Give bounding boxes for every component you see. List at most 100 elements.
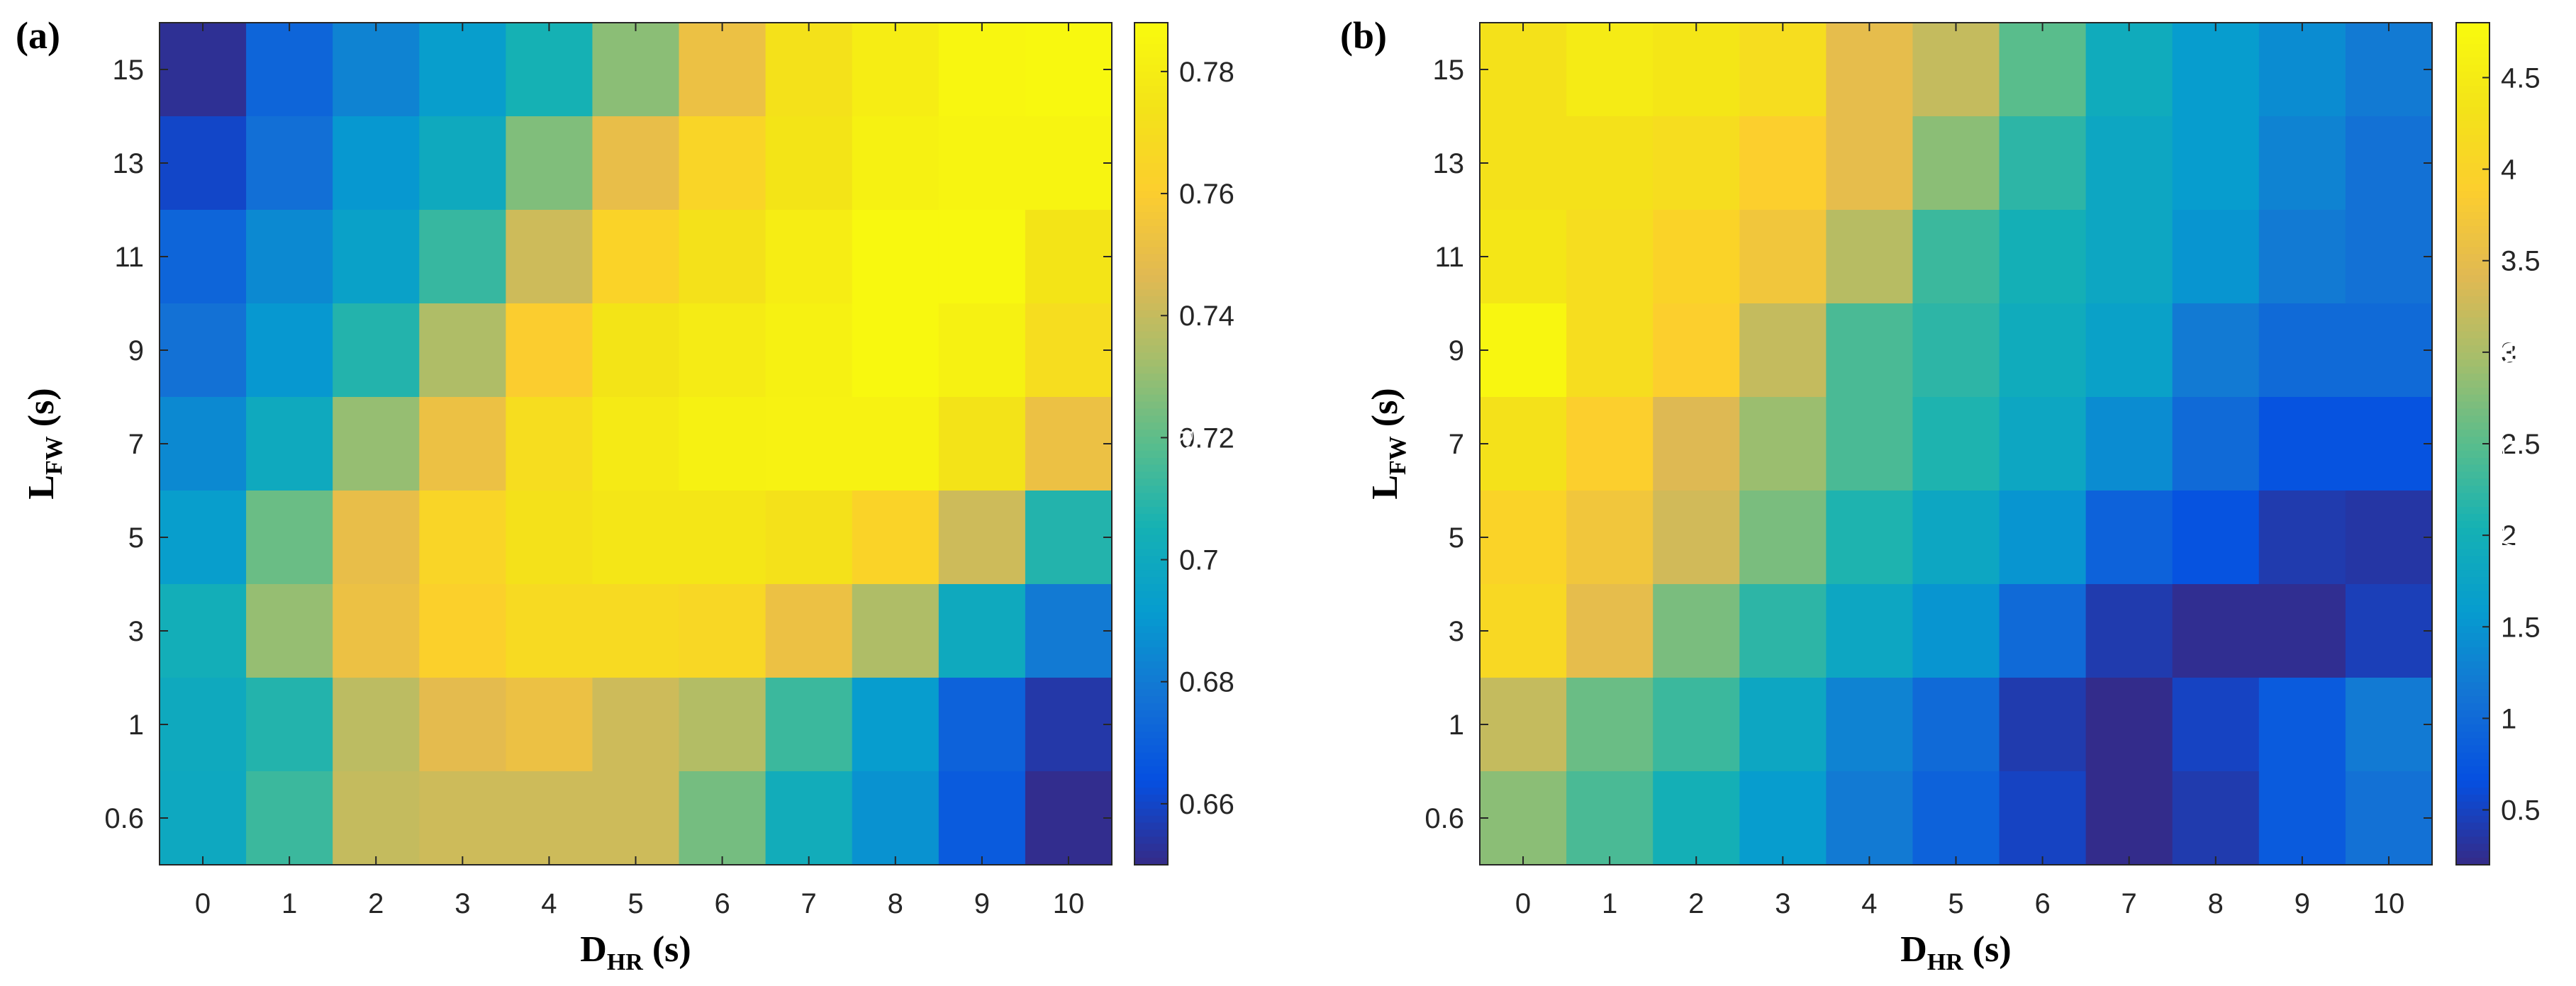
heatmap-cell [2345, 23, 2433, 117]
colorbar-segment [2456, 184, 2489, 192]
heatmap-cell [679, 303, 766, 398]
colorbar-segment [2456, 163, 2489, 171]
x-tick-label: 6 [2034, 888, 2050, 919]
colorbar-segment [2456, 710, 2489, 718]
heatmap-cell [1480, 303, 1567, 398]
heatmap-cell [1025, 678, 1113, 772]
heatmap-cell [765, 303, 853, 398]
colorbar-segment [2456, 86, 2489, 94]
colorbar-segment [1134, 345, 1168, 354]
colorbar-segment [2456, 303, 2489, 311]
colorbar-segment [1134, 240, 1168, 248]
heatmap-cell [2085, 491, 2173, 585]
heatmap-cell [2172, 491, 2260, 585]
colorbar-segment [2456, 247, 2489, 255]
colorbar-segment [1134, 829, 1168, 838]
x-tick-label: 5 [628, 888, 643, 919]
colorbar-segment [2456, 212, 2489, 220]
heatmap-cell [160, 303, 247, 398]
heatmap-cell [1826, 116, 1914, 211]
x-tick-label: 0 [1515, 888, 1531, 919]
colorbar-segment [2456, 380, 2489, 388]
colorbar-segment [1134, 486, 1168, 494]
heatmap-cell [333, 23, 420, 117]
heatmap-cell [1826, 397, 1914, 491]
heatmap-cell [2172, 23, 2260, 117]
colorbar-segment [2456, 858, 2489, 865]
heatmap-cell [679, 584, 766, 678]
heatmap-cell [938, 771, 1026, 865]
x-tick-label: 9 [2295, 888, 2310, 919]
colorbar-segment [2456, 43, 2489, 52]
colorbar-segment [1134, 254, 1168, 262]
heatmap-cell [2085, 397, 2173, 491]
colorbar-tick-label: 0.7 [1179, 545, 1219, 576]
colorbar-segment [1134, 57, 1168, 66]
heatmap-cell [1999, 678, 2087, 772]
colorbar-segment [2456, 338, 2489, 347]
y-tick-label: 3 [128, 616, 144, 647]
heatmap-cell [2085, 771, 2173, 865]
heatmap-cell [246, 584, 333, 678]
heatmap-cell [2345, 491, 2433, 585]
heatmap-cell [1025, 491, 1113, 585]
colorbar-segment [2456, 401, 2489, 410]
heatmap-cell [1912, 771, 2000, 865]
colorbar-segment [1134, 401, 1168, 410]
x-tick-label: 10 [1053, 888, 1085, 919]
colorbar-segment [2456, 703, 2489, 711]
heatmap-cell [1653, 303, 1740, 398]
colorbar-segment [1134, 163, 1168, 171]
colorbar-segment [1134, 520, 1168, 529]
heatmap-cell [246, 303, 333, 398]
heatmap-cell [1999, 491, 2087, 585]
colorbar-segment [1134, 542, 1168, 550]
colorbar-segment [1134, 570, 1168, 578]
colorbar-segment [1134, 430, 1168, 437]
colorbar-segment [1134, 773, 1168, 781]
colorbar-segment [2456, 142, 2489, 150]
colorbar-segment [2456, 156, 2489, 164]
colorbar-segment [2456, 219, 2489, 227]
colorbar-segment [2456, 394, 2489, 403]
heatmap-cell [2258, 584, 2346, 678]
colorbar-segment [1134, 184, 1168, 192]
heatmap-cell [2172, 397, 2260, 491]
colorbar-segment [2456, 289, 2489, 297]
heatmap-cell [679, 397, 766, 491]
heatmap-cell [1653, 210, 1740, 304]
x-axis-label: DHR (s) [1900, 929, 2011, 975]
colorbar-segment [2456, 654, 2489, 662]
colorbar-segment [2456, 457, 2489, 466]
heatmap-cell [938, 491, 1026, 585]
colorbar-tick-label: 4.5 [2501, 62, 2541, 94]
heatmap-cell [2172, 303, 2260, 398]
colorbar-segment [2456, 387, 2489, 396]
heatmap-cell [2258, 116, 2346, 211]
colorbar-segment [2456, 520, 2489, 529]
colorbar-segment [1134, 647, 1168, 655]
colorbar-segment [1134, 296, 1168, 304]
colorbar-segment [1134, 169, 1168, 178]
heatmap-cell [1999, 303, 2087, 398]
colorbar-segment [2456, 128, 2489, 136]
colorbar-tick-label: 2.5 [2501, 429, 2541, 460]
colorbar-tick-label: 3 [2501, 337, 2516, 369]
colorbar-segment [2456, 366, 2489, 374]
x-tick-label: 7 [2121, 888, 2137, 919]
colorbar-segment [2456, 57, 2489, 66]
colorbar-segment [1134, 507, 1168, 515]
heatmap-cell [419, 678, 506, 772]
colorbar-segment [2456, 444, 2489, 452]
x-tick-label: 1 [1602, 888, 1617, 919]
colorbar-segment [1134, 79, 1168, 86]
colorbar-segment [1134, 121, 1168, 129]
heatmap-cell [506, 678, 593, 772]
heatmap-cell [1999, 584, 2087, 678]
heatmap-cell [679, 23, 766, 117]
colorbar-segment [1134, 626, 1168, 634]
x-tick-label: 9 [974, 888, 990, 919]
colorbar-tick-label: 0.68 [1179, 667, 1234, 698]
heatmap-cell [592, 397, 680, 491]
colorbar-segment [1134, 752, 1168, 761]
